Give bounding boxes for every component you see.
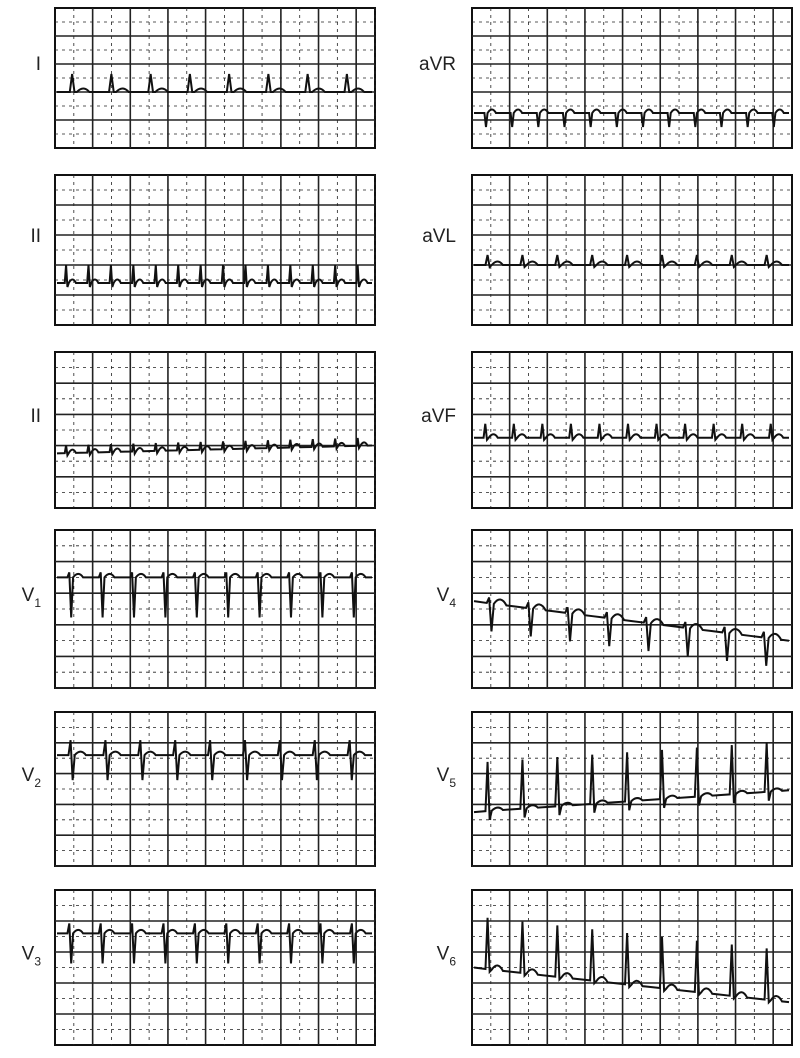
lead-panel: V5 [437,711,793,867]
lead-panel: aVF [421,351,793,509]
lead-panel: II [30,174,376,326]
lead-label: V5 [437,765,457,790]
lead-letter: II [30,226,41,247]
panel-frame [54,711,376,867]
ecg-trace [473,917,790,1005]
lead-label: aVL [422,226,456,247]
ecg-trace [473,742,790,821]
lead-panel: V2 [22,711,376,867]
lead-letter: V [437,765,450,786]
ecg-trace [56,437,373,459]
ecg-trace [57,923,372,964]
panel-frame [54,351,376,509]
lead-letter: I [36,54,41,75]
ecg-trace [474,423,789,443]
lead-label: II [30,226,41,247]
panel-frame [54,174,376,326]
lead-panel: V6 [437,889,793,1046]
lead-panel: I [36,7,376,149]
lead-letter: aVF [421,406,456,427]
lead-letter: aVL [422,226,456,247]
ecg-trace [57,73,372,93]
lead-label: V2 [22,765,42,790]
panel-frame [471,529,793,689]
lead-subscript: 2 [34,776,41,790]
lead-panel: II [30,351,376,509]
lead-letter: V [22,944,35,965]
lead-letter: V [22,765,35,786]
lead-subscript: 3 [34,955,41,969]
ecg-trace [57,264,372,288]
ecg-trace [57,572,372,618]
panel-frame [471,351,793,509]
lead-letter: V [437,944,450,965]
lead-subscript: 5 [449,776,456,790]
ecg-trace [57,739,372,781]
lead-panel: V1 [22,529,376,689]
lead-panel: V3 [22,889,376,1046]
lead-label: V1 [22,585,42,610]
panel-frame [471,711,793,867]
ecg-trace [473,597,790,666]
lead-letter: V [437,585,450,606]
lead-subscript: 1 [34,596,41,610]
panel-frame [471,7,793,149]
lead-label: aVR [419,54,456,75]
lead-label: I [36,54,41,75]
lead-label: aVF [421,406,456,427]
panel-frame [471,174,793,326]
lead-panel: aVR [419,7,793,149]
lead-letter: II [30,406,41,427]
lead-subscript: 4 [449,596,456,610]
lead-label: V4 [437,585,457,610]
lead-panel: V4 [437,529,793,689]
lead-label: V6 [437,944,457,969]
lead-panel: aVL [422,174,793,326]
lead-subscript: 6 [449,955,456,969]
ecg-trace [474,108,789,128]
lead-label: II [30,406,41,427]
panel-frame [54,889,376,1046]
ecg-trace [474,254,789,270]
panel-frame [54,7,376,149]
lead-letter: V [22,585,35,606]
lead-letter: aVR [419,54,456,75]
lead-label: V3 [22,944,42,969]
